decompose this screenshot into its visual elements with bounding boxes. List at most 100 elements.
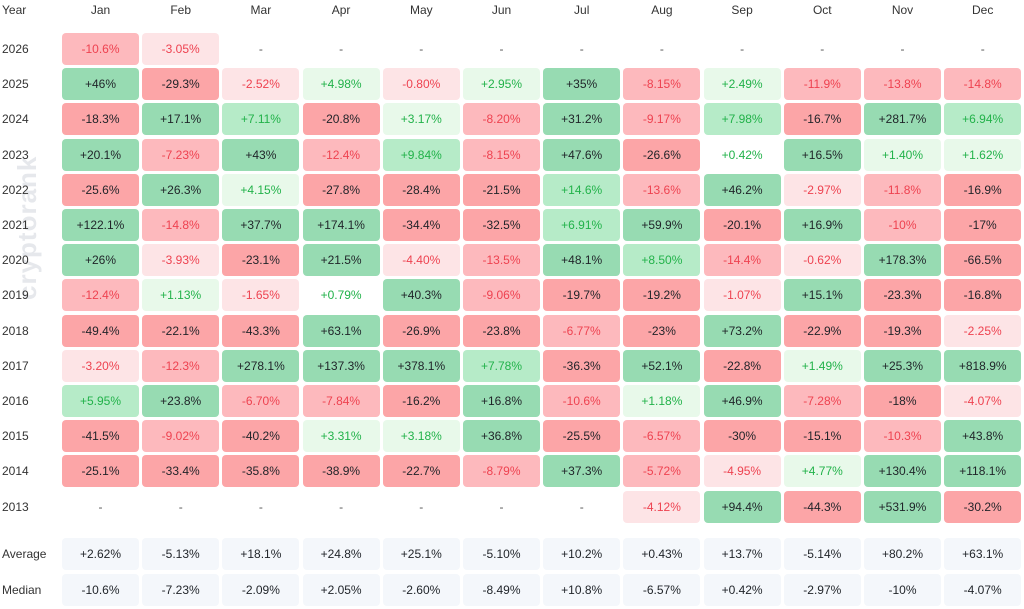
- heatmap-cell: -6.57%: [623, 420, 701, 453]
- summary-label: Median: [2, 583, 42, 597]
- heatmap-cell: +43.8%: [944, 420, 1022, 453]
- heatmap-cell: +137.3%: [302, 349, 380, 382]
- summary-cell: +63.1%: [944, 538, 1022, 570]
- heatmap-cell: -9.02%: [142, 420, 220, 453]
- heatmap-cell: -3.20%: [62, 349, 139, 382]
- heatmap-cell: +37.3%: [543, 455, 621, 488]
- heatmap-cell: +40.3%: [382, 279, 460, 312]
- heatmap-cell: -16.2%: [382, 385, 460, 417]
- heatmap-cell: +4.15%: [222, 173, 300, 206]
- year-label: 2018: [2, 323, 29, 338]
- heatmap-cell: -8.15%: [463, 138, 540, 171]
- summary-cell: -2.09%: [222, 574, 300, 606]
- month-header: May: [409, 3, 433, 17]
- heatmap-cell: -16.8%: [944, 279, 1022, 312]
- heatmap-cell: +278.1%: [222, 349, 300, 382]
- heatmap-cell: -9.17%: [623, 103, 701, 136]
- heatmap-cell: -7.84%: [302, 385, 380, 417]
- heatmap-cell: -: [499, 499, 504, 514]
- summary-cell: +80.2%: [864, 538, 941, 570]
- heatmap-cell: +3.31%: [302, 420, 380, 453]
- heatmap-cell: -17%: [944, 209, 1022, 241]
- heatmap-cell: -21.5%: [463, 173, 540, 206]
- summary-cell: -5.13%: [142, 538, 220, 570]
- heatmap-cell: -49.4%: [62, 314, 139, 347]
- heatmap-cell: -20.8%: [302, 103, 380, 136]
- heatmap-cell: -23.8%: [463, 314, 540, 347]
- heatmap-cell: -27.8%: [302, 173, 380, 206]
- heatmap-cell: -9.06%: [463, 279, 540, 312]
- heatmap-cell: -: [419, 499, 424, 514]
- heatmap-cell: +52.1%: [623, 349, 701, 382]
- heatmap-cell: +37.7%: [222, 209, 300, 241]
- heatmap-cell: +25.3%: [864, 349, 941, 382]
- heatmap-cell: -20.1%: [703, 209, 781, 241]
- year-label: 2014: [2, 464, 29, 479]
- heatmap-cell: +118.1%: [944, 455, 1022, 488]
- heatmap-cell: +36.8%: [463, 420, 540, 453]
- heatmap-cell: +73.2%: [703, 314, 781, 347]
- heatmap-cell: +1.13%: [142, 279, 220, 312]
- heatmap-cell: +15.1%: [783, 279, 861, 312]
- heatmap-cell: -1.65%: [222, 279, 300, 312]
- summary-cell: -7.23%: [142, 574, 220, 606]
- year-label: 2026: [2, 42, 29, 56]
- heatmap-cell: -34.4%: [382, 209, 460, 241]
- heatmap-cell: -: [339, 42, 344, 56]
- heatmap-cell: -22.1%: [142, 314, 220, 347]
- heatmap-cell: -44.3%: [783, 490, 861, 523]
- heatmap-cell: -14.8%: [142, 209, 220, 241]
- summary-cell: +25.1%: [382, 538, 460, 570]
- heatmap-cell: +48.1%: [543, 244, 621, 277]
- heatmap-cell: -10.6%: [62, 33, 139, 65]
- heatmap-cell: -38.9%: [302, 455, 380, 488]
- heatmap-cell: -11.8%: [864, 173, 941, 206]
- heatmap-cell: -19.2%: [623, 279, 701, 312]
- heatmap-cell: +26%: [62, 244, 139, 277]
- heatmap-cell: -23.3%: [864, 279, 941, 312]
- heatmap-cell: +7.11%: [222, 103, 300, 136]
- heatmap-cell: -: [419, 42, 424, 56]
- heatmap-cell: -10.6%: [543, 385, 621, 417]
- heatmap-cell: -22.7%: [382, 455, 460, 488]
- heatmap-cell: -6.70%: [222, 385, 300, 417]
- year-label: 2022: [2, 182, 29, 197]
- heatmap-cell: +130.4%: [864, 455, 941, 488]
- heatmap-cell: -1.07%: [703, 279, 781, 312]
- heatmap-cell: -23%: [623, 314, 701, 347]
- heatmap-cell: -15.1%: [783, 420, 861, 453]
- heatmap-cell: +1.40%: [864, 138, 941, 171]
- heatmap-cell: -12.4%: [62, 279, 139, 312]
- heatmap-cell: +3.18%: [382, 420, 460, 453]
- heatmap-cell: +3.17%: [382, 103, 460, 136]
- heatmap-cell: -: [900, 42, 905, 56]
- summary-cell: -4.07%: [944, 574, 1022, 606]
- heatmap-cell: -36.3%: [543, 349, 621, 382]
- heatmap-cell: -: [499, 42, 504, 56]
- heatmap-cell: -: [339, 499, 344, 514]
- month-header: Mar: [250, 3, 272, 17]
- heatmap-cell: -16.9%: [944, 173, 1022, 206]
- summary-cell: +2.05%: [302, 574, 380, 606]
- month-header: Dec: [972, 3, 994, 17]
- heatmap-cell: +46.2%: [703, 173, 781, 206]
- heatmap-cell: +4.77%: [783, 455, 861, 488]
- heatmap-cell: -2.25%: [944, 314, 1022, 347]
- heatmap-cell: -: [178, 499, 183, 514]
- heatmap-cell: +20.1%: [62, 138, 139, 171]
- heatmap-cell: -22.9%: [783, 314, 861, 347]
- heatmap-cell: +23.8%: [142, 385, 220, 417]
- heatmap-cell: -22.8%: [703, 349, 781, 382]
- heatmap-cell: -43.3%: [222, 314, 300, 347]
- heatmap-cell: -19.7%: [543, 279, 621, 312]
- heatmap-cell: -: [820, 42, 825, 56]
- summary-cell: -2.60%: [382, 574, 460, 606]
- heatmap-cell: -: [740, 42, 745, 56]
- heatmap-cell: -32.5%: [463, 209, 540, 241]
- heatmap-cell: -2.97%: [783, 173, 861, 206]
- heatmap-cell: -33.4%: [142, 455, 220, 488]
- summary-cell: +0.42%: [703, 574, 781, 606]
- heatmap-cell: +8.50%: [623, 244, 701, 277]
- summary-label: Average: [2, 547, 47, 561]
